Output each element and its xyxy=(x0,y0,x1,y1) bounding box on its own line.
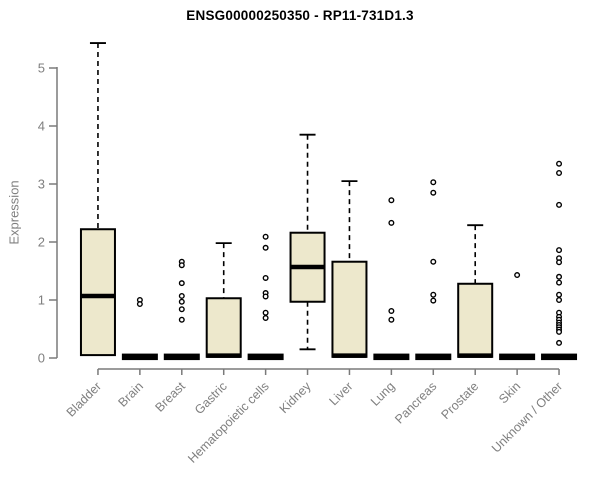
box-bladder xyxy=(79,228,116,357)
x-tick-label-hematopoietic-cells: Hematopoietic cells xyxy=(185,379,272,466)
y-tick-label-5: 5 xyxy=(38,61,45,76)
y-tick-label-2: 2 xyxy=(38,235,45,250)
outlier-point-pancreas xyxy=(430,297,437,304)
outlier-point-unknown-other xyxy=(556,247,563,254)
box-gastric xyxy=(205,297,242,358)
outlier-point-unknown-other xyxy=(556,259,563,266)
outlier-point-unknown-other xyxy=(556,328,563,335)
collapsed-box-skin xyxy=(499,353,536,361)
box-prostate xyxy=(457,282,494,358)
outlier-point-lung xyxy=(388,197,395,204)
outlier-point-pancreas xyxy=(430,179,437,186)
collapsed-box-breast xyxy=(163,353,200,361)
outlier-point-unknown-other xyxy=(556,279,563,286)
x-tick-label-skin: Skin xyxy=(496,379,523,406)
x-tick-label-kidney: Kidney xyxy=(277,379,314,416)
outlier-point-unknown-other xyxy=(556,169,563,176)
collapsed-box-brain xyxy=(121,353,158,361)
outlier-point-brain xyxy=(136,301,143,308)
outlier-point-hematopoietic-cells xyxy=(262,309,269,316)
outlier-point-breast xyxy=(178,280,185,287)
collapsed-box-unknown-other xyxy=(541,353,578,361)
x-tick-label-breast: Breast xyxy=(152,379,188,415)
outlier-point-unknown-other xyxy=(556,291,563,298)
x-tick-label-gastric: Gastric xyxy=(192,379,230,417)
x-tick-label-pancreas: Pancreas xyxy=(392,379,439,426)
outlier-point-lung xyxy=(388,219,395,226)
outlier-point-hematopoietic-cells xyxy=(262,233,269,240)
y-tick-label-0: 0 xyxy=(38,351,45,366)
x-tick-label-unknown-other: Unknown / Other xyxy=(489,379,565,455)
outlier-point-hematopoietic-cells xyxy=(262,314,269,321)
x-tick-label-liver: Liver xyxy=(327,379,356,408)
collapsed-box-pancreas xyxy=(415,353,452,361)
x-tick-label-brain: Brain xyxy=(115,379,146,410)
y-tick-label-4: 4 xyxy=(38,119,45,134)
outlier-point-breast xyxy=(178,306,185,313)
collapsed-box-hematopoietic-cells xyxy=(247,353,284,361)
collapsed-box-lung xyxy=(373,353,410,361)
x-tick-label-prostate: Prostate xyxy=(439,379,482,422)
x-tick-label-lung: Lung xyxy=(368,379,398,409)
y-tick-label-3: 3 xyxy=(38,177,45,192)
outlier-point-pancreas xyxy=(430,291,437,298)
outlier-point-unknown-other xyxy=(556,339,563,346)
outlier-point-lung xyxy=(388,308,395,315)
outlier-point-hematopoietic-cells xyxy=(262,244,269,251)
outlier-point-pancreas xyxy=(430,189,437,196)
box-liver xyxy=(331,260,368,358)
outlier-point-pancreas xyxy=(430,258,437,265)
outlier-point-unknown-other xyxy=(556,297,563,304)
outlier-point-breast xyxy=(178,298,185,305)
outlier-point-skin xyxy=(514,272,521,279)
outlier-point-hematopoietic-cells xyxy=(262,274,269,281)
x-tick-label-bladder: Bladder xyxy=(64,379,104,419)
chart-title: ENSG00000250350 - RP11-731D1.3 xyxy=(186,8,414,23)
outlier-point-breast xyxy=(178,292,185,299)
outlier-point-unknown-other xyxy=(556,201,563,208)
outlier-point-breast xyxy=(178,316,185,323)
y-tick-label-1: 1 xyxy=(38,293,45,308)
outlier-point-unknown-other xyxy=(556,273,563,280)
outlier-point-breast xyxy=(178,262,185,269)
outlier-point-lung xyxy=(388,316,395,323)
outlier-point-unknown-other xyxy=(556,160,563,167)
outlier-point-hematopoietic-cells xyxy=(262,293,269,300)
